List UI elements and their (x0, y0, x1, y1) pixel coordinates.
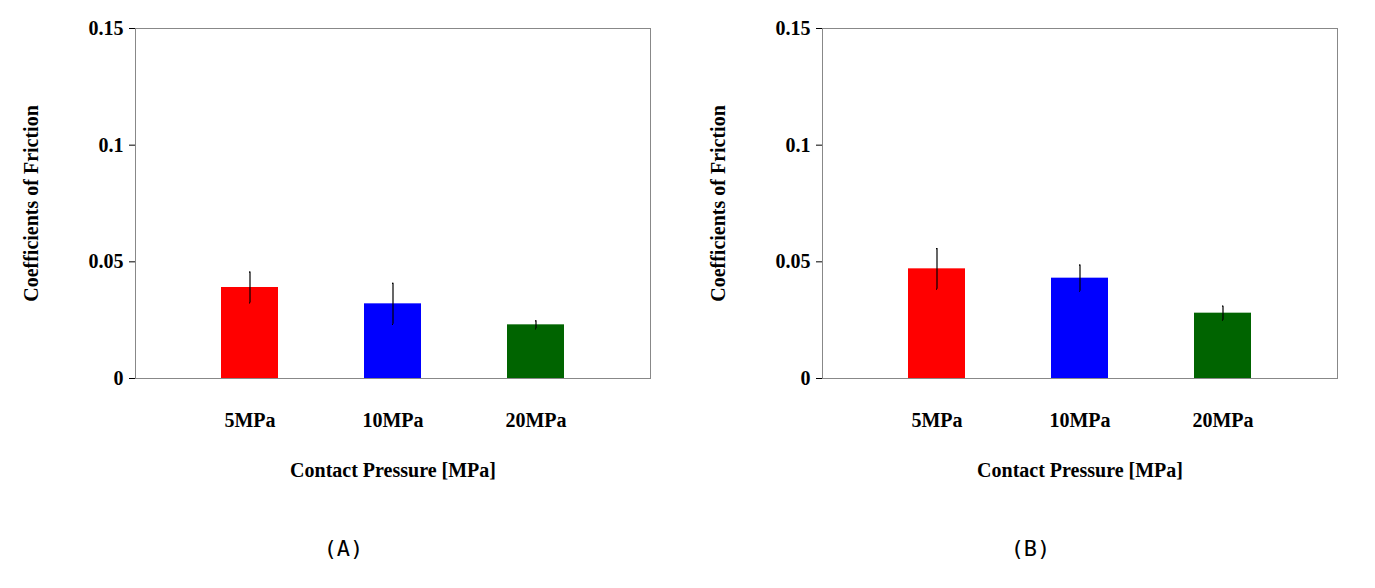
svg-text:Coefficients of Friction: Coefficients of Friction (20, 105, 42, 302)
svg-text:0.1: 0.1 (99, 134, 124, 156)
svg-text:20MPa: 20MPa (1192, 409, 1253, 431)
html-text:(A): (A) (323, 536, 364, 561)
svg-text:0.1: 0.1 (786, 134, 811, 156)
svg-text:10MPa: 10MPa (362, 409, 423, 431)
svg-text:Contact Pressure [MPa]: Contact Pressure [MPa] (290, 459, 496, 481)
svg-text:0.05: 0.05 (89, 250, 124, 272)
svg-text:0.05: 0.05 (776, 250, 811, 272)
svg-text:Contact Pressure [MPa]: Contact Pressure [MPa] (977, 459, 1183, 481)
svg-text:0.15: 0.15 (776, 17, 811, 39)
svg-text:0: 0 (801, 367, 811, 389)
svg-text:Coefficients of Friction: Coefficients of Friction (707, 105, 729, 302)
svg-text:5MPa: 5MPa (224, 409, 275, 431)
svg-text:20MPa: 20MPa (505, 409, 566, 431)
svg-text:0.15: 0.15 (89, 17, 124, 39)
svg-text:10MPa: 10MPa (1049, 409, 1110, 431)
svg-text:5MPa: 5MPa (911, 409, 962, 431)
svg-text:0: 0 (114, 367, 124, 389)
html-text:(B): (B) (1010, 536, 1051, 561)
